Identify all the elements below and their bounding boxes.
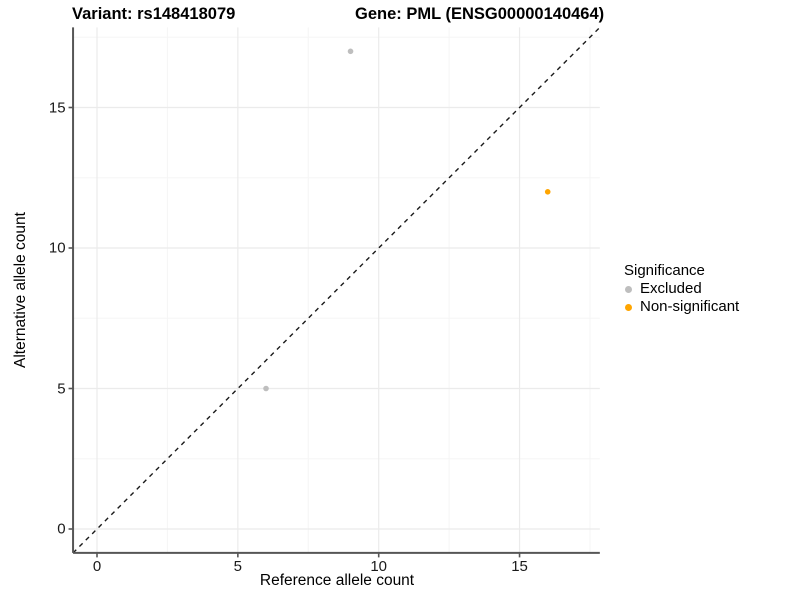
non-significant-point-swatch (625, 303, 632, 311)
x-tick-label: 15 (511, 558, 528, 575)
legend-title: Significance (624, 262, 705, 279)
legend-item-excluded: Excluded (624, 280, 739, 298)
x-tick-label: 5 (233, 558, 243, 575)
legend-item-non-significant: Non-significant (624, 298, 739, 316)
data-point-excluded (347, 48, 354, 55)
x-axis-title: Reference allele count (259, 572, 415, 589)
y-tick-label: 0 (57, 520, 66, 538)
plot-title-variant: Variant: rs148418079 (72, 5, 236, 23)
y-tick-label: 5 (57, 380, 66, 397)
y-tick-label: 15 (48, 99, 66, 116)
excluded-point-swatch (625, 285, 632, 293)
data-point-excluded (263, 385, 269, 392)
plot-title-gene: Gene: PML (ENSG00000140464) (355, 5, 605, 23)
x-tick-label: 0 (92, 558, 102, 575)
data-point-non-significant (544, 189, 551, 195)
legend: Significance Excluded Non-significant (624, 261, 739, 316)
legend-label-non-significant: Non-significant (640, 298, 740, 315)
identity-line (72, 26, 601, 554)
y-axis-title: Alternative allele count (12, 212, 29, 368)
x-tick-label: 10 (370, 558, 388, 575)
y-tick-label: 10 (48, 239, 66, 257)
legend-label-excluded: Excluded (640, 280, 702, 297)
